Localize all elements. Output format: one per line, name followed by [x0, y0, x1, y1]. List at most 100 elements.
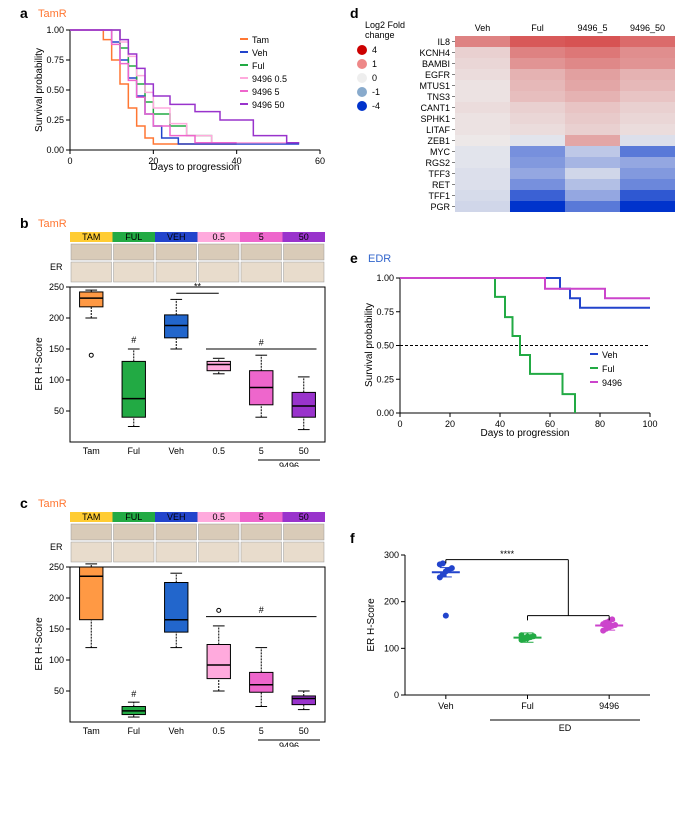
svg-text:50: 50 [299, 232, 309, 242]
svg-text:KCNH4: KCNH4 [419, 48, 450, 58]
svg-text:Veh: Veh [168, 446, 184, 456]
pc-ylabel: ER H-Score [34, 617, 45, 671]
svg-text:5: 5 [259, 446, 264, 456]
svg-text:Veh: Veh [475, 23, 491, 33]
svg-text:ER: ER [50, 262, 63, 272]
svg-text:TAM: TAM [82, 232, 100, 242]
panel-c-subtitle: TamR [38, 498, 67, 510]
svg-text:-1: -1 [372, 87, 380, 97]
svg-text:0.5: 0.5 [212, 446, 225, 456]
svg-text:250: 250 [49, 562, 64, 572]
svg-text:#: # [131, 689, 136, 699]
svg-text:9496_50: 9496_50 [630, 23, 665, 33]
svg-text:Veh: Veh [168, 726, 184, 736]
svg-text:1.00: 1.00 [376, 273, 394, 283]
panel-b-label: b [20, 215, 29, 231]
svg-text:9496 0.5: 9496 0.5 [252, 74, 287, 84]
svg-text:Veh: Veh [602, 350, 618, 360]
svg-text:SPHK1: SPHK1 [420, 114, 450, 124]
svg-text:RGS2: RGS2 [425, 158, 450, 168]
svg-text:9496 5: 9496 5 [252, 87, 280, 97]
svg-text:TNS3: TNS3 [427, 92, 450, 102]
panel-a-subtitle: TamR [38, 8, 67, 20]
svg-text:100: 100 [49, 655, 64, 665]
pe-xlabel: Days to progression [481, 428, 570, 439]
svg-text:9496 50: 9496 50 [252, 100, 285, 110]
pf-ylabel: ER H-Score [366, 598, 377, 652]
svg-text:200: 200 [49, 593, 64, 603]
svg-text:9496: 9496 [602, 378, 622, 388]
svg-text:50: 50 [54, 406, 64, 416]
svg-text:Ful: Ful [531, 23, 544, 33]
svg-text:0.75: 0.75 [46, 55, 64, 65]
svg-text:BAMBI: BAMBI [422, 59, 450, 69]
svg-text:FUL: FUL [125, 232, 142, 242]
svg-text:ED: ED [559, 723, 572, 733]
svg-text:150: 150 [49, 344, 64, 354]
svg-text:1: 1 [372, 59, 377, 69]
svg-text:Veh: Veh [438, 701, 454, 711]
svg-text:Tam: Tam [83, 446, 100, 456]
svg-text:150: 150 [49, 624, 64, 634]
svg-text:0.50: 0.50 [46, 85, 64, 95]
svg-text:50: 50 [299, 512, 309, 522]
svg-text:250: 250 [49, 282, 64, 292]
svg-text:TAM: TAM [82, 512, 100, 522]
svg-text:20: 20 [445, 419, 455, 429]
panel-f-chart: 0100200300 VehFul9496 ER H-Score ED **** [360, 545, 670, 745]
panel-e-subtitle: EDR [368, 253, 391, 265]
panel-e-chart: 0.000.250.500.751.00 020406080100 Days t… [360, 268, 670, 453]
svg-text:VEH: VEH [167, 232, 186, 242]
svg-text:#: # [131, 335, 136, 345]
svg-text:9496: 9496 [599, 701, 619, 711]
svg-text:CANT1: CANT1 [420, 103, 450, 113]
svg-text:1.00: 1.00 [46, 25, 64, 35]
panel-b-chart: TAMFULVEH0.5550 50100150200250 **## TamF… [30, 232, 340, 467]
svg-text:FUL: FUL [125, 512, 142, 522]
svg-text:0.5: 0.5 [212, 512, 225, 522]
svg-text:Ful: Ful [127, 446, 140, 456]
svg-text:9496: 9496 [279, 461, 299, 467]
svg-text:ER: ER [50, 542, 63, 552]
svg-text:0.25: 0.25 [46, 115, 64, 125]
svg-text:9496: 9496 [279, 741, 299, 747]
panel-e-label: e [350, 250, 358, 266]
svg-text:5: 5 [259, 726, 264, 736]
panel-f-label: f [350, 530, 355, 546]
svg-text:MTUS1: MTUS1 [419, 81, 450, 91]
svg-text:EGFR: EGFR [425, 70, 451, 80]
svg-text:0.00: 0.00 [46, 145, 64, 155]
svg-text:Ful: Ful [602, 364, 615, 374]
svg-text:ZEB1: ZEB1 [427, 136, 450, 146]
svg-text:50: 50 [299, 446, 309, 456]
svg-text:9496_5: 9496_5 [577, 23, 607, 33]
svg-text:0.5: 0.5 [212, 726, 225, 736]
svg-text:Tam: Tam [83, 726, 100, 736]
pa-xlabel: Days to progression [151, 162, 240, 173]
pa-ylabel: Survival probability [34, 48, 45, 132]
svg-text:Ful: Ful [127, 726, 140, 736]
svg-text:0: 0 [372, 73, 377, 83]
svg-text:200: 200 [384, 597, 399, 607]
svg-text:RET: RET [432, 180, 451, 190]
panel-a-chart: 0.000.250.500.751.00 0204060 Days to pro… [30, 20, 340, 185]
svg-text:0.75: 0.75 [376, 307, 394, 317]
svg-text:**: ** [194, 281, 202, 291]
svg-text:100: 100 [49, 375, 64, 385]
svg-text:80: 80 [595, 419, 605, 429]
svg-text:MYC: MYC [430, 147, 451, 157]
svg-text:Log2 Fold: Log2 Fold [365, 20, 405, 30]
svg-text:0.25: 0.25 [376, 374, 394, 384]
svg-text:50: 50 [299, 726, 309, 736]
svg-text:0: 0 [394, 690, 399, 700]
svg-text:60: 60 [315, 156, 325, 166]
panel-d-heatmap: Log2 Foldchange410-1-4 VehFul9496_59496_… [350, 18, 680, 223]
panel-c-chart: TAMFULVEH0.5550 50100150200250 ## TamFul… [30, 512, 340, 747]
svg-text:change: change [365, 30, 395, 40]
svg-text:5: 5 [259, 232, 264, 242]
svg-text:Tam: Tam [252, 35, 269, 45]
svg-text:5: 5 [259, 512, 264, 522]
svg-text:LITAF: LITAF [426, 125, 450, 135]
svg-text:TFF3: TFF3 [429, 169, 451, 179]
svg-text:Ful: Ful [252, 61, 265, 71]
